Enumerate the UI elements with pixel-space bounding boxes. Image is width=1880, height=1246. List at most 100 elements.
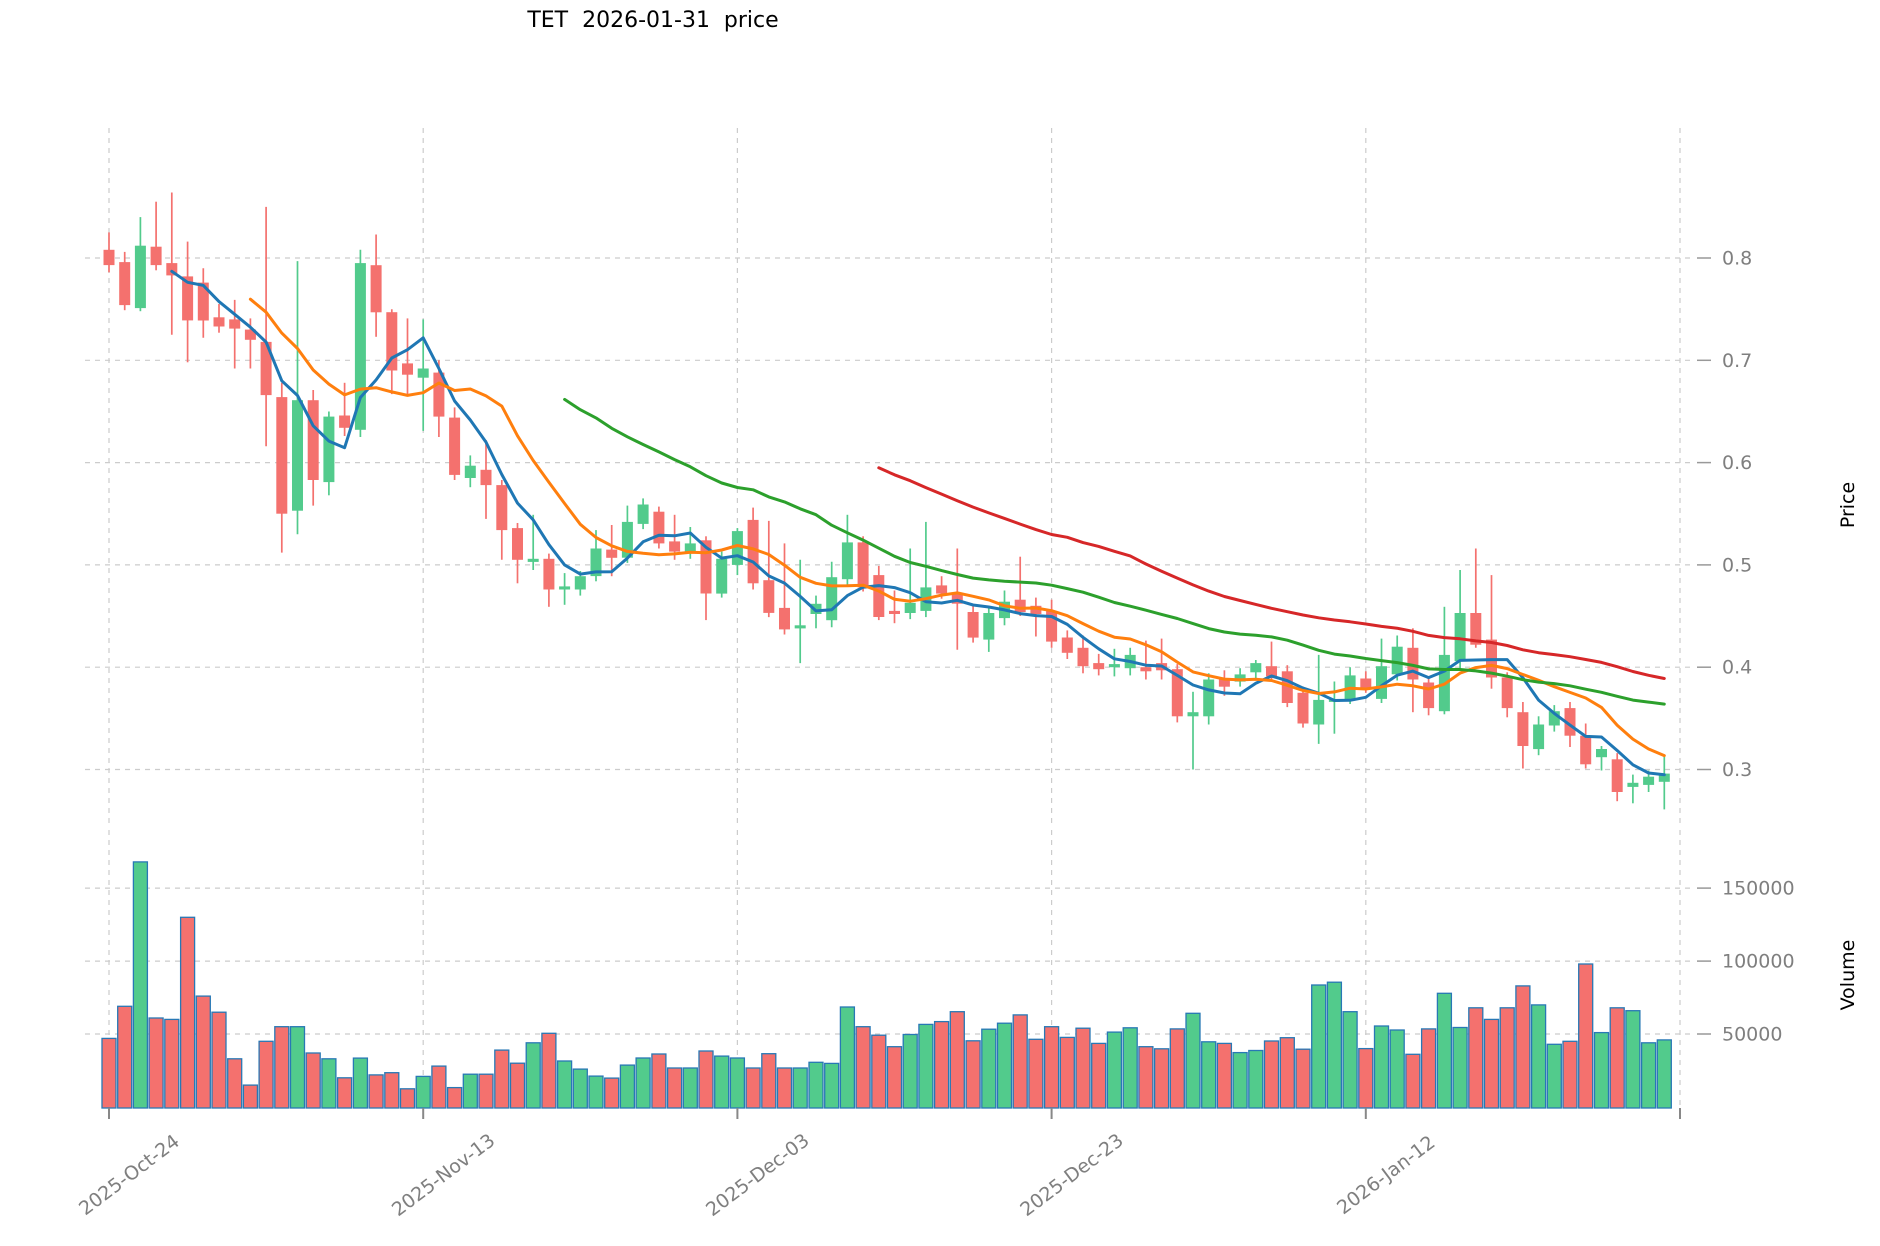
volume-bar [415,1075,431,1109]
candle-body [1517,712,1529,746]
candle-body [1643,776,1655,785]
candle-body [983,613,995,640]
volume-bar [1326,981,1343,1109]
volume-bar [1530,1004,1547,1109]
volume-bar [494,1049,510,1109]
volume-bar [745,1067,761,1109]
volume-tick-label: 50000 [1722,1024,1782,1046]
candle-body [716,558,728,594]
volume-bar [886,1046,903,1109]
ma-line-30 [563,397,1666,706]
volume-bar [1201,1041,1217,1109]
volume-bar [1593,1031,1610,1109]
candle-body [1564,708,1576,736]
x-tick-marks [108,1108,1681,1119]
volume-bar [1028,1038,1044,1109]
candle-body [653,511,665,544]
candle-body [621,521,633,558]
volume-bar [446,1086,463,1109]
price-tick-label: 0.7 [1722,350,1752,372]
volume-bar [635,1057,651,1109]
volume-bar [666,1067,683,1109]
candle-body [213,317,225,327]
candle-body [417,368,429,378]
candle-body [1030,605,1042,614]
candle-body [119,262,131,306]
volume-bar [682,1067,698,1109]
volume-bar [1232,1051,1248,1109]
ma-line-5 [170,269,1666,777]
volume-bar [1138,1046,1154,1109]
volume-bar [242,1084,259,1109]
candle-body [339,415,351,428]
y-tick-labels: 0.8 0.7 0.6 0.5 0.4 0.3 150000 100000 50000 [1722,248,1795,1046]
volume-bar [1342,1011,1358,1109]
candle-body [904,602,916,613]
candle-body [1533,724,1545,750]
x-tick-label: 2025-Nov-13 [388,1129,499,1220]
x-tick-label: 2026-Jan-12 [1333,1131,1439,1219]
candle-body [669,541,681,552]
price-tick-label: 0.8 [1722,248,1752,270]
gridlines [85,128,1695,1108]
volume-bar [399,1088,416,1109]
volume-bar [981,1028,997,1109]
candle-body [936,585,948,594]
volume-bar [824,1062,840,1109]
candle-body [166,263,178,276]
candle-body [1046,610,1058,642]
volume-bar [525,1042,541,1109]
volume-bar [1012,1014,1028,1109]
candles [103,192,1670,810]
candle-body [402,363,413,375]
volume-bar [1483,1018,1500,1109]
candle-body [543,558,555,590]
volume-bar [478,1073,494,1109]
volume-bar [509,1062,526,1109]
volume-bar [1169,1028,1185,1109]
volume-bar [572,1068,588,1109]
candle-body [527,558,539,562]
volume-bar [1389,1029,1405,1109]
candle-body [637,504,649,524]
volume-axis-title: Volume [1837,939,1859,1011]
volume-bar [1075,1027,1091,1109]
volume-bar [918,1023,934,1109]
volume-bar [1499,1007,1515,1109]
volume-bar [1373,1025,1390,1109]
volume-bar [164,1018,180,1109]
candle-body [134,245,146,309]
volume-bar [101,1037,117,1109]
candle-body [967,612,979,638]
volume-bar [1091,1042,1107,1109]
price-tick-label: 0.5 [1722,554,1752,576]
candle-body [1281,671,1293,703]
candle-body [1360,678,1372,688]
candle-body [889,610,900,614]
volume-bar [368,1074,384,1109]
volume-bar [776,1067,793,1109]
candle-body [606,549,618,558]
candle-body [354,263,366,430]
volume-bar [462,1073,478,1109]
candle-body [763,580,775,613]
candle-body [1061,637,1073,653]
price-axis-title: Price [1837,481,1859,529]
volume-bar [1405,1053,1421,1109]
volume-bar [1248,1049,1264,1109]
volume-bar [258,1040,274,1109]
candle-body [779,607,790,630]
candle-body [1313,699,1325,725]
volume-bar [431,1065,447,1109]
volume-bar [808,1061,824,1109]
candle-body [1376,666,1387,699]
candle-body [229,319,241,329]
candle-body [1470,613,1482,645]
candle-body [1501,677,1513,709]
volume-bar [714,1055,730,1109]
volume-bar [1122,1027,1138,1109]
volume-bars [101,861,1672,1109]
volume-bar [604,1077,620,1109]
candle-body [197,282,209,321]
